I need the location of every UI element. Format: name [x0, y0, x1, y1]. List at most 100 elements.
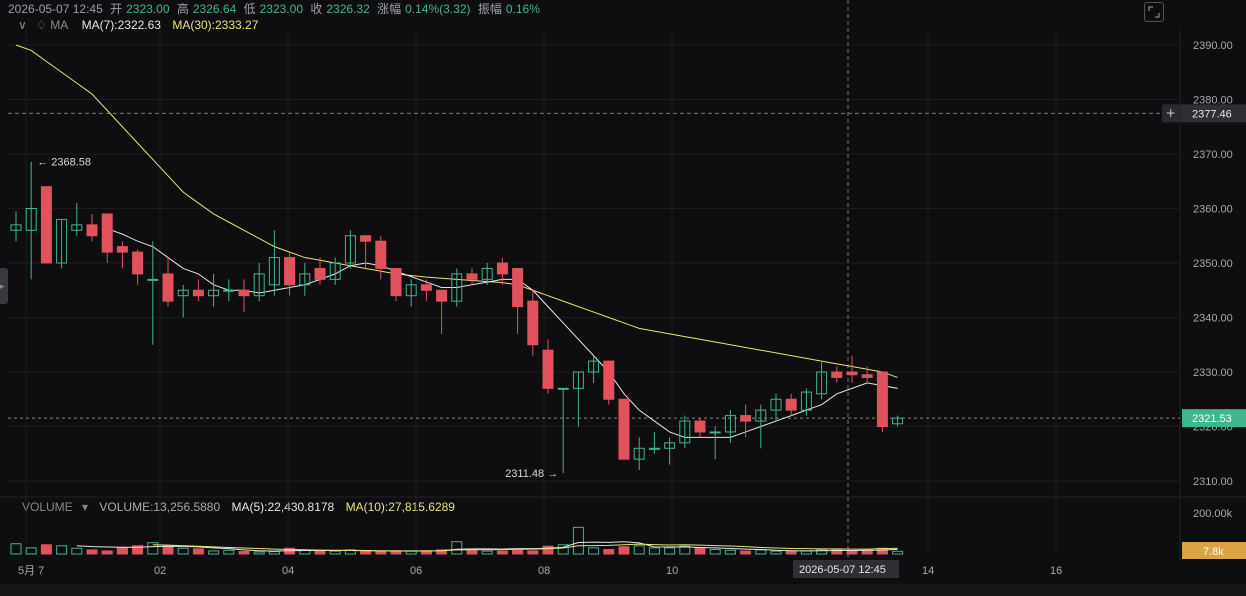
collapse-indicator-icon[interactable]: ∨: [18, 18, 27, 32]
candle: [405, 279, 417, 307]
candle-body: [800, 391, 812, 411]
low-value: 2323.00: [259, 2, 303, 16]
candle: [56, 218, 68, 269]
candle: [755, 404, 767, 449]
candle: [360, 235, 372, 269]
candle: [527, 290, 539, 356]
amplitude-label: 振幅: [477, 2, 502, 16]
volume-bar: [436, 549, 448, 555]
candle-body: [603, 360, 615, 400]
fullscreen-icon[interactable]: [1144, 2, 1164, 22]
x-tick-label: 14: [922, 565, 934, 577]
candle: [25, 161, 37, 280]
candle: [709, 426, 721, 460]
price-tick-label: 2310.00: [1193, 476, 1233, 488]
candle-body: [846, 371, 858, 376]
candle: [679, 415, 691, 449]
volume-bar: [71, 547, 83, 555]
candle-body: [481, 267, 493, 280]
candle-body: [177, 289, 189, 297]
candle-body: [56, 218, 68, 264]
vol-ma5-line: [76, 541, 898, 552]
candle: [116, 241, 128, 269]
candle-body: [709, 431, 721, 434]
close-value: 2326.32: [326, 2, 370, 16]
candle-body: [208, 289, 220, 297]
side-panel-toggle[interactable]: ▸: [0, 268, 8, 304]
candle: [618, 398, 630, 460]
volume-bar: [481, 550, 493, 555]
high-label: 高: [176, 2, 189, 16]
volume-bar: [496, 550, 508, 555]
volume-bar: [892, 550, 904, 555]
grid: [8, 30, 1180, 556]
candle-body: [162, 273, 174, 302]
price-tick-label: 2360.00: [1193, 204, 1233, 216]
volume-bar: [101, 550, 113, 555]
ohlc-header: 2026-05-07 12:45 开 2323.00 高 2326.64 低 2323…: [8, 0, 544, 16]
volume-bar: [56, 545, 68, 555]
candle: [785, 393, 797, 416]
candle-body: [390, 267, 402, 297]
volume-bar: [603, 548, 615, 555]
candle: [344, 230, 356, 269]
crosshair-time-label: 2026-05-07 12:45: [799, 564, 886, 576]
price-tick-label: 2380.00: [1193, 95, 1233, 107]
price-tick-label: 2330.00: [1193, 367, 1233, 379]
alert-bell-icon[interactable]: ♢: [36, 18, 47, 32]
volume-bar: [755, 549, 767, 555]
volume-bar: [861, 549, 873, 555]
candle: [633, 437, 645, 471]
x-tick-label: 10: [666, 565, 678, 577]
candle-body: [527, 300, 539, 346]
candle: [664, 437, 676, 465]
candle-body: [679, 420, 691, 444]
candle: [238, 279, 250, 313]
candle: [10, 211, 22, 242]
volume-bar: [451, 541, 463, 555]
candle: [436, 289, 448, 334]
candle: [101, 213, 113, 263]
candle-body: [876, 371, 888, 427]
candle: [192, 279, 204, 302]
close-label: 收: [310, 2, 323, 16]
ma30-value: MA(30):2333.27: [172, 18, 259, 32]
volume-bar: [572, 526, 584, 555]
volume-bar: [588, 547, 600, 555]
ma7-value: MA(7):2322.63: [81, 18, 161, 32]
candle: [162, 257, 174, 307]
candle-body: [542, 349, 554, 389]
x-tick-label: 02: [154, 565, 166, 577]
candle: [846, 355, 858, 383]
candle-body: [496, 262, 508, 275]
volume-bar: [542, 545, 554, 555]
volume-dropdown-icon[interactable]: ▾: [82, 500, 89, 514]
candle-body: [71, 224, 83, 231]
candle-body: [785, 398, 797, 411]
candle-body: [284, 257, 296, 286]
candle-body: [831, 371, 843, 378]
candle-body: [375, 240, 387, 269]
volume-bar: [192, 548, 204, 555]
x-tick-label: 5月 7: [18, 565, 44, 577]
candle: [481, 263, 493, 285]
volume-bar: [724, 549, 736, 555]
volume-bar: [831, 548, 843, 555]
volume-indicator-name[interactable]: VOLUME: [22, 500, 73, 514]
ma-indicator-name[interactable]: MA: [50, 18, 69, 32]
volume-bar: [238, 551, 250, 555]
volume-bar: [314, 550, 326, 555]
high-annotation: ← 2368.58: [37, 157, 91, 169]
candle: [542, 339, 554, 394]
candle-body: [557, 387, 569, 390]
candle-body: [223, 289, 235, 292]
candle: [314, 257, 326, 285]
candle-body: [572, 371, 584, 389]
candle-body: [329, 262, 341, 280]
candle-body: [40, 186, 52, 264]
candle-body: [10, 224, 22, 231]
volume-bar: [25, 547, 37, 555]
candle: [496, 257, 508, 285]
